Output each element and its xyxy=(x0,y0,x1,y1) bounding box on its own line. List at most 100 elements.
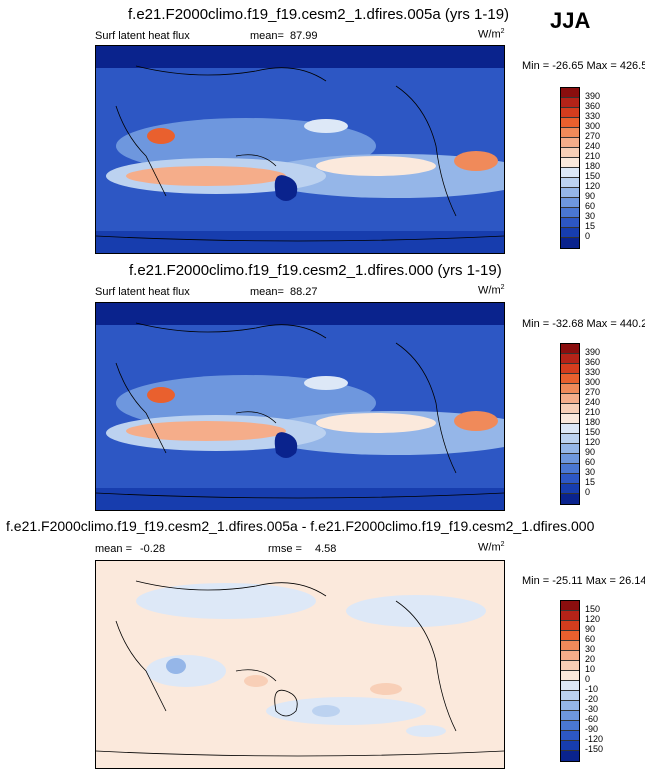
colorbar-tick-label: 0 xyxy=(585,231,591,241)
colorbar-swatch xyxy=(561,238,579,248)
colorbar-swatch xyxy=(561,108,579,118)
panel-1-mean-value: 87.99 xyxy=(290,30,318,42)
panel-1-variable: Surf latent heat flux xyxy=(95,30,190,42)
panel-2-title: f.e21.F2000climo.f19_f19.cesm2_1.dfires.… xyxy=(129,262,502,279)
colorbar-swatch xyxy=(561,158,579,168)
panel-3-minmax: Min = -25.11 Max = 26.14 xyxy=(522,575,645,587)
panel-2-units: W/m2 xyxy=(478,284,505,297)
panel-1-colorbar xyxy=(560,87,580,249)
colorbar-tick-label: 30 xyxy=(585,644,596,654)
colorbar-tick-label: -20 xyxy=(585,694,599,704)
panel-2-mean-value: 88.27 xyxy=(290,286,318,298)
colorbar-swatch xyxy=(561,631,579,641)
colorbar-tick-label: 150 xyxy=(585,171,601,181)
units-text: W/m xyxy=(478,28,501,41)
units-text: W/m xyxy=(478,541,501,554)
colorbar-swatch xyxy=(561,611,579,621)
panel-3-units: W/m2 xyxy=(478,541,505,554)
colorbar-swatch xyxy=(561,414,579,424)
panel-1-units: W/m2 xyxy=(478,28,505,41)
colorbar-swatch xyxy=(561,721,579,731)
panel-1-colorbar-ticks: 390 360 330 300 270 240 210 180 150 120 90 60 30 15 0 xyxy=(585,87,625,247)
colorbar-tick-label: 300 xyxy=(585,121,601,131)
colorbar-swatch xyxy=(561,751,579,761)
colorbar-swatch xyxy=(561,208,579,218)
colorbar-swatch xyxy=(561,741,579,751)
units-exp: 2 xyxy=(500,284,505,291)
season-label: JJA xyxy=(550,8,591,33)
panel-1-map xyxy=(95,45,505,254)
panel-2-variable: Surf latent heat flux xyxy=(95,286,190,298)
colorbar-swatch xyxy=(561,621,579,631)
panel-3-title: f.e21.F2000climo.f19_f19.cesm2_1.dfires.… xyxy=(6,518,595,534)
colorbar-tick-label: 180 xyxy=(585,417,601,427)
colorbar-tick-label: 30 xyxy=(585,467,596,477)
colorbar-swatch xyxy=(561,444,579,454)
panel-2-map xyxy=(95,302,505,511)
colorbar-tick-label: 210 xyxy=(585,407,601,417)
colorbar-tick-label: 10 xyxy=(585,664,596,674)
colorbar-swatch xyxy=(561,384,579,394)
panel-2-colorbar-ticks: 390 360 330 300 270 240 210 180 150 120 90 60 30 15 0 xyxy=(585,343,625,503)
colorbar-swatch xyxy=(561,641,579,651)
colorbar-tick-label: 60 xyxy=(585,634,596,644)
colorbar-swatch xyxy=(561,118,579,128)
colorbar-tick-label: -90 xyxy=(585,724,599,734)
colorbar-tick-label: 150 xyxy=(585,604,601,614)
colorbar-swatch xyxy=(561,681,579,691)
colorbar-tick-label: 0 xyxy=(585,674,591,684)
panel-1-title: f.e21.F2000climo.f19_f19.cesm2_1.dfires.… xyxy=(128,6,510,23)
units-exp: 2 xyxy=(500,28,505,35)
colorbar-swatch xyxy=(561,701,579,711)
colorbar-swatch xyxy=(561,434,579,444)
panel-3-colorbar-ticks: 150 120 90 60 30 20 10 0 -10 -20 -30 -60 -90 -120 -150 xyxy=(585,600,625,760)
colorbar-swatch xyxy=(561,354,579,364)
colorbar-tick-label: 270 xyxy=(585,387,601,397)
colorbar-swatch xyxy=(561,178,579,188)
panel-2-mean-label: mean= xyxy=(250,286,284,298)
colorbar-swatch xyxy=(561,484,579,494)
colorbar-tick-label: 150 xyxy=(585,427,601,437)
panel-3-mean-label: mean = xyxy=(95,543,132,555)
colorbar-tick-label: -150 xyxy=(585,744,604,754)
colorbar-swatch xyxy=(561,98,579,108)
colorbar-tick-label: 210 xyxy=(585,151,601,161)
colorbar-tick-label: 0 xyxy=(585,487,591,497)
colorbar-tick-label: 180 xyxy=(585,161,601,171)
colorbar-tick-label: 90 xyxy=(585,447,596,457)
colorbar-swatch xyxy=(561,188,579,198)
panel-3-colorbar xyxy=(560,600,580,762)
colorbar-swatch xyxy=(561,218,579,228)
colorbar-swatch xyxy=(561,474,579,484)
colorbar-tick-label: 330 xyxy=(585,111,601,121)
panel-2-minmax: Min = -32.68 Max = 440.24 xyxy=(522,318,645,330)
units-exp: 2 xyxy=(500,541,505,548)
colorbar-tick-label: -120 xyxy=(585,734,604,744)
colorbar-tick-label: 90 xyxy=(585,624,596,634)
units-text: W/m xyxy=(478,284,501,297)
colorbar-swatch xyxy=(561,671,579,681)
colorbar-swatch xyxy=(561,691,579,701)
colorbar-swatch xyxy=(561,424,579,434)
colorbar-swatch xyxy=(561,454,579,464)
colorbar-tick-label: 390 xyxy=(585,91,601,101)
colorbar-tick-label: 120 xyxy=(585,614,601,624)
colorbar-swatch xyxy=(561,138,579,148)
colorbar-tick-label: 270 xyxy=(585,131,601,141)
panel-3-rmse-label: rmse = xyxy=(268,543,302,555)
panel-1-mean-label: mean= xyxy=(250,30,284,42)
colorbar-tick-label: 120 xyxy=(585,181,601,191)
colorbar-swatch xyxy=(561,128,579,138)
panel-1-minmax: Min = -26.65 Max = 426.57 xyxy=(522,60,645,72)
colorbar-swatch xyxy=(561,198,579,208)
colorbar-swatch xyxy=(561,404,579,414)
colorbar-swatch xyxy=(561,168,579,178)
colorbar-tick-label: -30 xyxy=(585,704,599,714)
panel-3-map xyxy=(95,560,505,769)
colorbar-swatch xyxy=(561,148,579,158)
colorbar-swatch xyxy=(561,494,579,504)
panel-3-mean-value: -0.28 xyxy=(140,543,166,555)
colorbar-tick-label: 360 xyxy=(585,101,601,111)
colorbar-tick-label: 240 xyxy=(585,397,601,407)
colorbar-tick-label: 120 xyxy=(585,437,601,447)
